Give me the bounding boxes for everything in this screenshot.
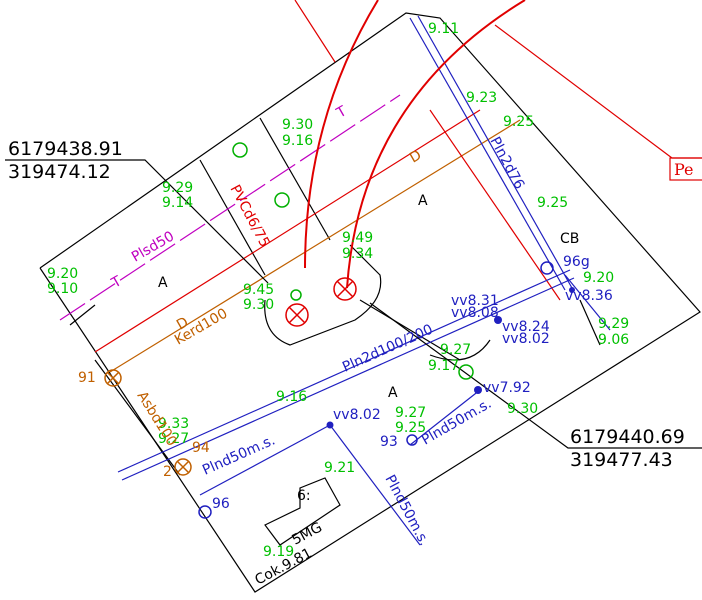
- elevation: 9.10: [47, 281, 78, 297]
- elevation: 9.27: [395, 405, 426, 421]
- elevation: 9.16: [276, 389, 307, 405]
- water-label: 96g: [563, 254, 590, 270]
- area-label: A: [158, 275, 168, 291]
- water-label: Pln2d100/200: [340, 322, 435, 376]
- area-label: CB: [560, 231, 579, 247]
- water-label: vv8.02: [502, 331, 550, 347]
- coordinate: 319477.43: [570, 449, 673, 471]
- reference-label: Pe: [674, 160, 694, 179]
- elevation: 9.21: [324, 460, 355, 476]
- elevation: 9.29: [162, 180, 193, 196]
- telecom-label: T: [333, 103, 350, 122]
- coordinate: 6179438.91: [8, 138, 123, 160]
- elevation: 9.16: [282, 133, 313, 149]
- area-label: A: [388, 385, 398, 401]
- water-label: vv7.92: [483, 380, 531, 396]
- water-label: Plnd50m.s.: [419, 396, 494, 449]
- coordinate: 319474.12: [8, 161, 111, 183]
- elevation: 9.20: [583, 270, 614, 286]
- elevation: 9.29: [598, 316, 629, 332]
- elevation: 9.25: [537, 195, 568, 211]
- elevation: 9.23: [466, 90, 497, 106]
- elevation: 9.30: [507, 401, 538, 417]
- elevation: 9.06: [598, 332, 629, 348]
- water-label: 93: [380, 434, 398, 450]
- area-label: 5MG: [289, 519, 325, 548]
- elevation: 9.27: [440, 342, 471, 358]
- coordinate: 6179440.69: [570, 426, 685, 448]
- elevation: 9.14: [162, 195, 193, 211]
- water-label: 96: [212, 496, 230, 512]
- drain-label: 94: [192, 440, 210, 456]
- elevation: 9.49: [342, 230, 373, 246]
- elevation: 9.34: [342, 246, 373, 262]
- drain-label: 2: [163, 464, 172, 480]
- elevation: 9.17: [428, 358, 459, 374]
- telecom-label: T: [108, 273, 125, 292]
- gas-label: PVCd6/75: [226, 182, 272, 250]
- elevation: 9.30: [243, 297, 274, 313]
- water-label: vv8.36: [565, 288, 613, 304]
- drain-label: D: [407, 147, 424, 166]
- drain-label: 91: [78, 370, 96, 386]
- elevation: 9.30: [282, 117, 313, 133]
- area-label: A: [418, 193, 428, 209]
- elevation: 9.20: [47, 266, 78, 282]
- elevation: 9.45: [243, 282, 274, 298]
- area-label: 6:: [297, 488, 311, 504]
- water-label: vv8.02: [333, 407, 381, 423]
- water-label: Plnd50m.s.: [381, 472, 432, 548]
- elevation: 9.11: [428, 21, 459, 37]
- elevation: 9.25: [503, 114, 534, 130]
- survey-map: 6179438.91 319474.12 6179440.69 319477.4…: [0, 0, 702, 596]
- water-label: vv8.08: [451, 305, 499, 321]
